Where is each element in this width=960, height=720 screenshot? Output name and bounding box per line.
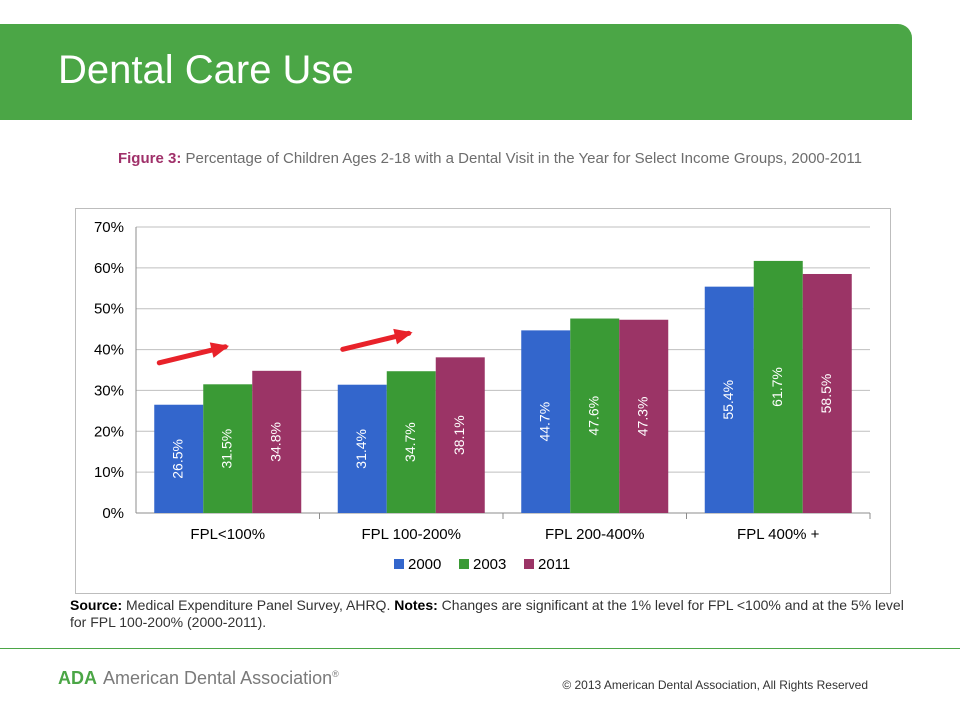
legend-label: 2000 (408, 556, 441, 573)
data-label: 58.5% (818, 374, 834, 414)
bar (386, 371, 436, 513)
trend-arrow-head (209, 342, 230, 358)
slide-title: Dental Care Use (58, 48, 354, 92)
bar (619, 319, 669, 513)
data-label: 31.4% (353, 429, 369, 469)
y-tick-label: 20% (94, 423, 124, 440)
y-tick-label: 0% (102, 505, 124, 522)
source-note: Source: Medical Expenditure Panel Survey… (70, 597, 910, 631)
bar (570, 318, 620, 513)
bar (203, 384, 253, 513)
y-tick-label: 60% (94, 260, 124, 277)
legend-swatch (459, 559, 469, 569)
data-label: 38.1% (451, 415, 467, 455)
ada-logo-text: American Dental Association (103, 668, 333, 688)
source-label: Source: (70, 597, 123, 613)
bar (252, 370, 302, 513)
y-tick-label: 30% (94, 382, 124, 399)
ada-logo-mark: ADA (58, 668, 97, 688)
bar (337, 384, 387, 513)
y-tick-label: 10% (94, 464, 124, 481)
data-label: 55.4% (720, 380, 736, 420)
x-category-label: FPL 100-200% (361, 526, 461, 543)
header-bar (0, 24, 912, 120)
data-label: 61.7% (769, 367, 785, 407)
bar-chart: 0% 10% 20% 30% 40% 50% 60% 70% 26.5% 31.5% 34.8% FP… (94, 219, 871, 573)
legend-label: 2011 (538, 556, 570, 573)
notes-text: Changes are significant at the 1% level … (70, 597, 904, 630)
chart-frame: 0% 10% 20% 30% 40% 50% 60% 70% 26.5% 31.5% 34.8% FP… (75, 208, 891, 594)
figure-label: Figure 3: (117, 150, 182, 167)
data-label: 47.3% (634, 397, 650, 437)
trend-arrow-head (393, 328, 413, 345)
data-label: 34.8% (267, 422, 283, 462)
data-label: 47.6% (585, 396, 601, 436)
legend-swatch (524, 559, 534, 569)
figure-caption-text: Percentage of Children Ages 2-18 with a … (185, 150, 863, 167)
x-category-label: FPL<100% (190, 526, 265, 543)
bar (704, 286, 754, 513)
source-text: Medical Expenditure Panel Survey, AHRQ. (126, 597, 391, 613)
data-label: 26.5% (169, 439, 185, 479)
bar (802, 273, 852, 513)
footer-logo: ADA American Dental Association® (58, 668, 339, 689)
x-category-label: FPL 400% + (737, 526, 820, 543)
y-tick-label: 70% (94, 219, 124, 236)
registered-mark: ® (332, 669, 339, 679)
bar (435, 357, 485, 513)
legend-label: 2003 (473, 556, 506, 573)
bar (154, 404, 204, 513)
data-label: 34.7% (402, 422, 418, 462)
footer-divider (0, 648, 960, 649)
y-tick-label: 50% (94, 301, 124, 318)
y-tick-label: 40% (94, 342, 124, 359)
copyright-text: © 2013 American Dental Association, All … (562, 678, 868, 692)
notes-label: Notes: (394, 597, 438, 613)
figure-caption: Figure 3: Percentage of Children Ages 2-… (110, 150, 870, 168)
bar (753, 260, 803, 513)
bar (521, 330, 571, 513)
data-label: 31.5% (218, 429, 234, 469)
data-label: 44.7% (536, 402, 552, 442)
legend-swatch (394, 559, 404, 569)
x-category-label: FPL 200-400% (545, 526, 645, 543)
